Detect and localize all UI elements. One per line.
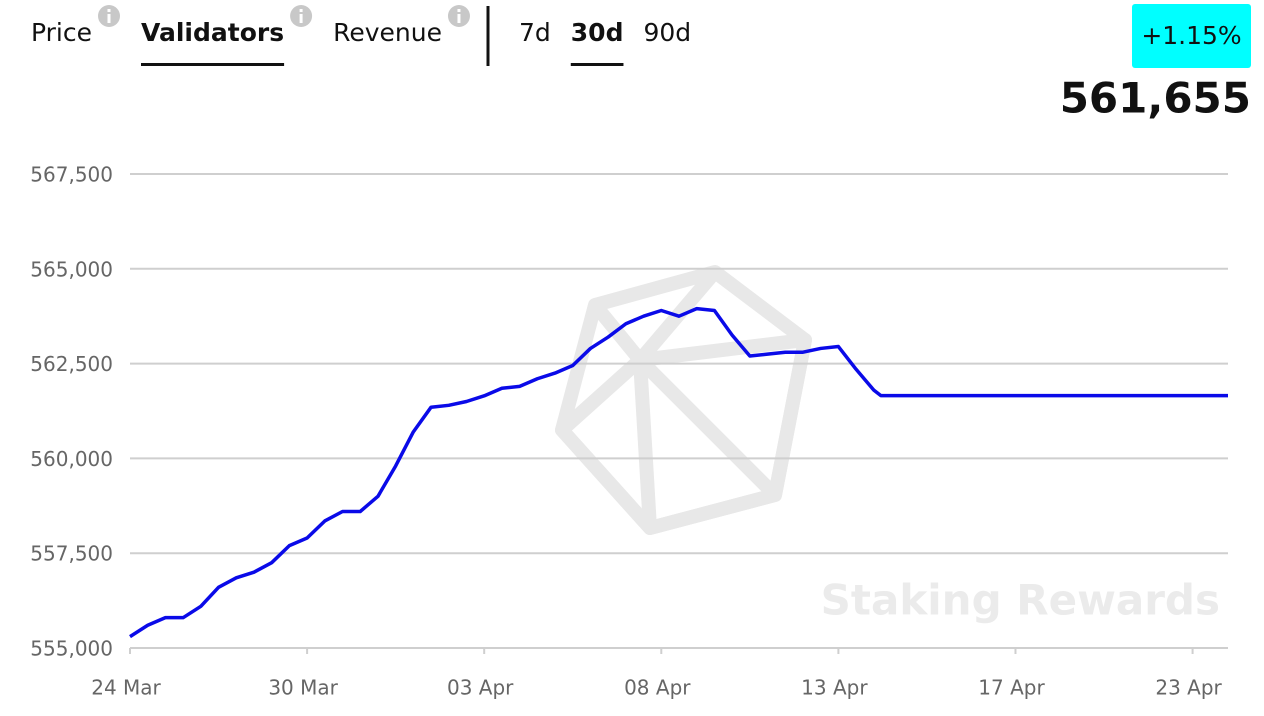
tab[interactable]: 90d [643, 18, 691, 47]
x-tick-label: 13 Apr [801, 676, 868, 700]
y-tick-label: 560,000 [30, 447, 113, 471]
watermark-logo [555, 265, 812, 535]
info-icon-dot [107, 9, 111, 12]
x-tick-label: 30 Mar [268, 676, 338, 700]
watermark: Staking Rewards [821, 576, 1220, 625]
x-tick-label: 17 Apr [978, 676, 1045, 700]
y-tick-label: 555,000 [30, 637, 113, 661]
info-icon-bar [299, 14, 303, 23]
tab[interactable]: Price [31, 18, 92, 47]
y-tick-label: 567,500 [30, 163, 113, 187]
info-icon-dot [457, 9, 461, 12]
y-tick-label: 562,500 [30, 352, 113, 376]
tab[interactable]: Validators [141, 18, 284, 47]
current-value: 561,655 [1060, 74, 1251, 123]
change-badge [1132, 4, 1251, 68]
x-tick-label: 03 Apr [447, 676, 514, 700]
tab[interactable]: 30d [571, 18, 624, 47]
y-tick-label: 565,000 [30, 257, 113, 281]
info-icon-bar [107, 14, 111, 23]
data-line [129, 306, 1228, 639]
x-tick-label: 08 Apr [624, 676, 691, 700]
change-value: +1.15% [1141, 21, 1241, 50]
tab[interactable]: Revenue [333, 18, 442, 47]
x-tick-label: 23 Apr [1155, 676, 1222, 700]
tab-underline [141, 63, 285, 66]
tab[interactable]: 7d [519, 18, 551, 47]
x-tick-label: 24 Mar [91, 676, 161, 700]
info-icon-bar [457, 14, 461, 23]
y-tick-label: 557,500 [30, 542, 113, 566]
tab-underline [570, 63, 624, 66]
info-icon-dot [299, 9, 303, 12]
